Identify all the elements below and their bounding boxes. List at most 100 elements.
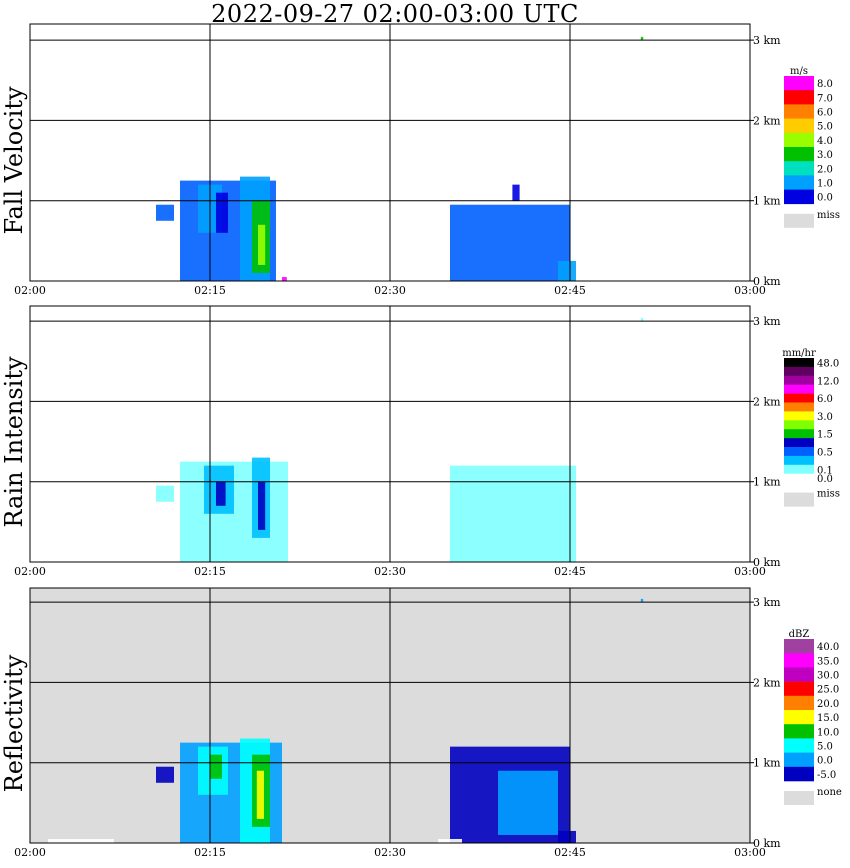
legend-swatch bbox=[784, 375, 814, 385]
legend-unit: m/s bbox=[790, 66, 808, 77]
legend-swatch bbox=[784, 653, 814, 668]
echo-block bbox=[558, 260, 576, 281]
chart-title: 2022-09-27 02:00-03:00 UTC bbox=[211, 0, 579, 28]
legend-label: 6.0 bbox=[817, 108, 833, 119]
echo-block bbox=[156, 204, 174, 221]
legend-swatch bbox=[784, 132, 814, 148]
legend-label: 30.0 bbox=[817, 671, 839, 682]
echo-block bbox=[282, 276, 287, 281]
legend-swatch bbox=[784, 710, 814, 725]
legend-swatch bbox=[784, 473, 814, 483]
echo-block bbox=[258, 481, 266, 530]
legend-swatch bbox=[784, 161, 814, 176]
x-tick-label: 02:00 bbox=[14, 284, 46, 297]
x-tick-label: 02:15 bbox=[194, 284, 226, 297]
x-tick-label: 02:00 bbox=[14, 846, 46, 859]
echo-block bbox=[156, 485, 174, 502]
echo-block bbox=[48, 838, 114, 843]
legend-label: 3.0 bbox=[817, 150, 833, 161]
echo-block bbox=[216, 192, 228, 233]
y-tick-label: 2 km bbox=[753, 676, 781, 689]
legend-swatch bbox=[784, 455, 814, 466]
legend-label: 8.0 bbox=[817, 79, 833, 90]
legend-label: 1.5 bbox=[817, 430, 833, 441]
y-axis-label: Rain Intensity bbox=[0, 356, 28, 528]
y-axis-label: Fall Velocity bbox=[0, 86, 28, 235]
legend-swatch bbox=[784, 189, 814, 205]
legend-swatch bbox=[784, 104, 814, 119]
y-tick-label: 0 km bbox=[753, 837, 781, 850]
legend-swatch bbox=[784, 447, 814, 457]
legend-label: -5.0 bbox=[817, 770, 836, 781]
y-tick-label: 3 km bbox=[753, 34, 781, 47]
legend-swatch bbox=[784, 90, 814, 105]
panel-frame bbox=[29, 23, 751, 282]
x-tick-label: 02:30 bbox=[374, 284, 406, 297]
x-tick-label: 02:45 bbox=[554, 846, 586, 859]
legend-label: 7.0 bbox=[817, 93, 833, 104]
x-tick-label: 02:30 bbox=[374, 565, 406, 578]
echo-block bbox=[156, 766, 174, 783]
legend-swatch bbox=[784, 393, 814, 403]
echo-block bbox=[450, 204, 570, 281]
legend-label: 0.0 bbox=[817, 756, 833, 767]
legend-label: 0.5 bbox=[817, 447, 833, 458]
echo-block bbox=[256, 770, 264, 819]
legend-swatch bbox=[784, 402, 814, 412]
legend-unit: mm/hr bbox=[782, 348, 816, 359]
legend-missing-swatch bbox=[784, 791, 814, 805]
panel-frame bbox=[29, 305, 751, 563]
legend-swatch bbox=[784, 366, 814, 377]
legend-swatch bbox=[784, 118, 814, 134]
legend-swatch bbox=[784, 724, 814, 739]
y-tick-label: 0 km bbox=[753, 556, 781, 569]
panel-frame bbox=[29, 587, 751, 844]
y-tick-label: 1 km bbox=[753, 476, 781, 489]
echo-block bbox=[512, 184, 520, 201]
legend-missing-swatch bbox=[784, 213, 814, 228]
x-tick-label: 03:00 bbox=[734, 284, 766, 297]
legend-label: 2.0 bbox=[817, 164, 833, 175]
legend-label: 48.0 bbox=[817, 358, 839, 369]
y-axis-label: Reflectivity bbox=[0, 654, 28, 792]
echo-block bbox=[438, 838, 462, 843]
y-tick-label: 2 km bbox=[753, 395, 781, 408]
legend-swatch bbox=[784, 411, 814, 421]
legend-label: 20.0 bbox=[817, 699, 839, 710]
legend-missing-swatch bbox=[784, 492, 814, 507]
legend-label: 0.0 bbox=[817, 474, 833, 485]
legend-swatch bbox=[784, 695, 814, 711]
x-tick-label: 03:00 bbox=[734, 565, 766, 578]
echo-block bbox=[498, 770, 558, 835]
legend-swatch bbox=[784, 752, 814, 768]
echo-block bbox=[216, 481, 226, 506]
legend-swatch bbox=[784, 429, 814, 439]
echo-block bbox=[558, 830, 576, 843]
y-tick-label: 3 km bbox=[753, 596, 781, 609]
legend-label: 6.0 bbox=[817, 394, 833, 405]
legend-label: 0.1 bbox=[817, 465, 833, 476]
legend-swatch bbox=[784, 766, 814, 782]
x-tick-label: 03:00 bbox=[734, 846, 766, 859]
x-tick-label: 02:15 bbox=[194, 846, 226, 859]
legend-swatch bbox=[784, 639, 814, 654]
legend-missing-label: none bbox=[817, 787, 842, 798]
y-tick-label: 3 km bbox=[753, 315, 781, 328]
legend-swatch bbox=[784, 358, 814, 368]
legend-label: 0.0 bbox=[817, 193, 833, 204]
legend-label: 35.0 bbox=[817, 656, 839, 667]
legend-swatch bbox=[784, 76, 814, 91]
legend-swatch bbox=[784, 667, 814, 682]
legend-missing-label: miss bbox=[817, 210, 840, 221]
legend-swatch bbox=[784, 384, 814, 394]
y-tick-label: 2 km bbox=[753, 114, 781, 127]
legend-label: 4.0 bbox=[817, 136, 833, 147]
y-tick-label: 0 km bbox=[753, 275, 781, 288]
legend-missing-label: miss bbox=[817, 489, 840, 500]
echo-block bbox=[258, 224, 266, 265]
legend-label: 1.0 bbox=[817, 179, 833, 190]
legend-label: 5.0 bbox=[817, 742, 833, 753]
legend-swatch bbox=[784, 738, 814, 753]
legend-label: 15.0 bbox=[817, 713, 839, 724]
